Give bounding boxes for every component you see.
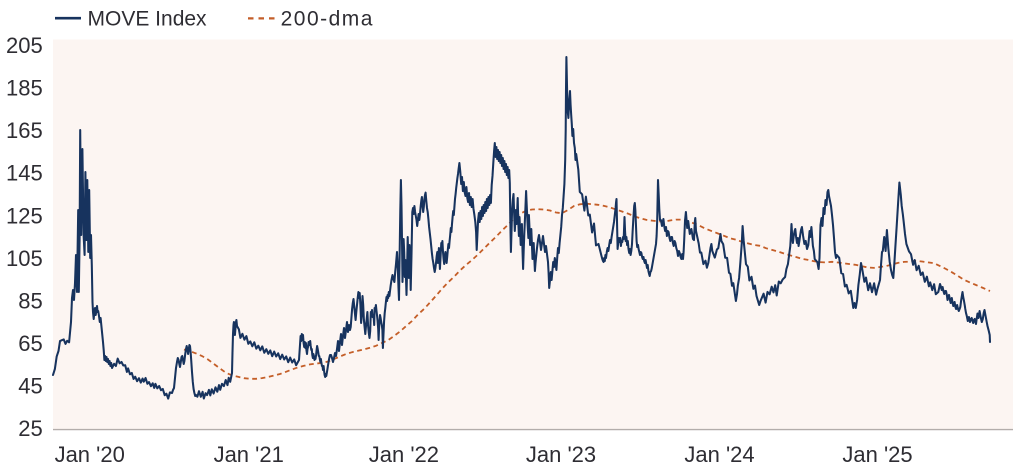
svg-text:Jan '22: Jan '22: [369, 442, 439, 467]
svg-text:200-dma: 200-dma: [281, 8, 374, 31]
svg-text:85: 85: [18, 288, 42, 313]
svg-text:MOVE Index: MOVE Index: [88, 8, 208, 31]
svg-text:Jan '21: Jan '21: [214, 442, 284, 467]
svg-text:Jan '23: Jan '23: [526, 442, 596, 467]
svg-text:45: 45: [18, 374, 42, 399]
svg-text:125: 125: [6, 203, 43, 228]
svg-text:65: 65: [18, 331, 42, 356]
svg-text:Jan '25: Jan '25: [842, 442, 912, 467]
svg-text:205: 205: [6, 33, 43, 58]
svg-text:145: 145: [6, 161, 43, 186]
svg-text:165: 165: [6, 118, 43, 143]
svg-text:Jan '20: Jan '20: [55, 442, 125, 467]
svg-text:105: 105: [6, 246, 43, 271]
svg-text:Jan '24: Jan '24: [684, 442, 754, 467]
svg-text:185: 185: [6, 76, 43, 101]
svg-text:25: 25: [18, 416, 42, 441]
